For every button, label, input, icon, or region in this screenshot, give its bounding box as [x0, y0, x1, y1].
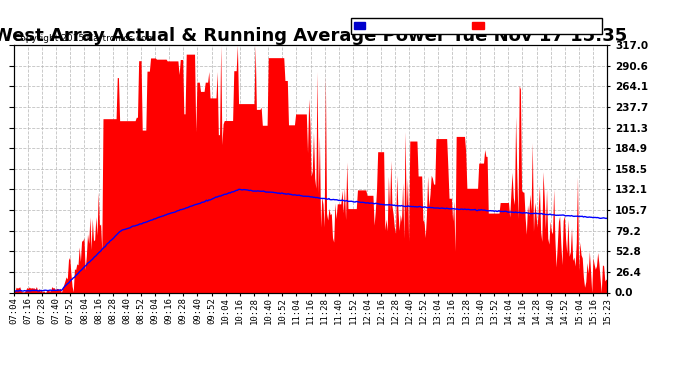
Title: West Array Actual & Running Average Power Tue Nov 17 15:35: West Array Actual & Running Average Powe… — [0, 27, 628, 45]
Legend: Average  (DC Watts), West Array  (DC Watts): Average (DC Watts), West Array (DC Watts… — [351, 18, 602, 33]
Text: Copyright 2015 Cartronics.com: Copyright 2015 Cartronics.com — [14, 33, 155, 42]
